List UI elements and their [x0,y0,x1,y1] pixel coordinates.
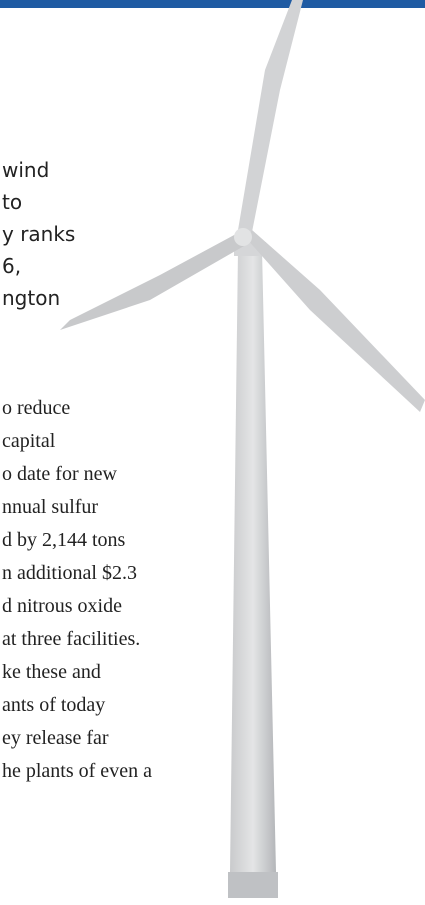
blade [246,230,425,412]
text-line: at three facilities. [2,628,141,650]
blade [238,0,303,232]
text-line: o date for new [2,463,117,485]
text-line: o reduce [2,397,71,419]
tower [230,250,276,872]
blade [60,234,244,330]
text-line: d by 2,144 tons [2,529,126,551]
text-line: to [2,190,23,214]
text-line: capital [2,430,56,452]
text-line: ngton [2,286,61,310]
top-bar [0,0,425,8]
text-line: 6, [2,254,22,278]
text-line: n additional $2.3 [2,562,137,584]
text-line: y ranks [2,222,76,246]
text-line: d nitrous oxide [2,595,122,617]
text-line: wind [2,158,50,182]
text-line: nnual sulfur [2,496,99,518]
tower-base [228,872,278,898]
text-line: ey release far [2,727,109,749]
hub [234,228,252,246]
text-line: ants of today [2,694,106,716]
text-line: he plants of even a [2,760,152,782]
text-line: ke these and [2,661,101,683]
